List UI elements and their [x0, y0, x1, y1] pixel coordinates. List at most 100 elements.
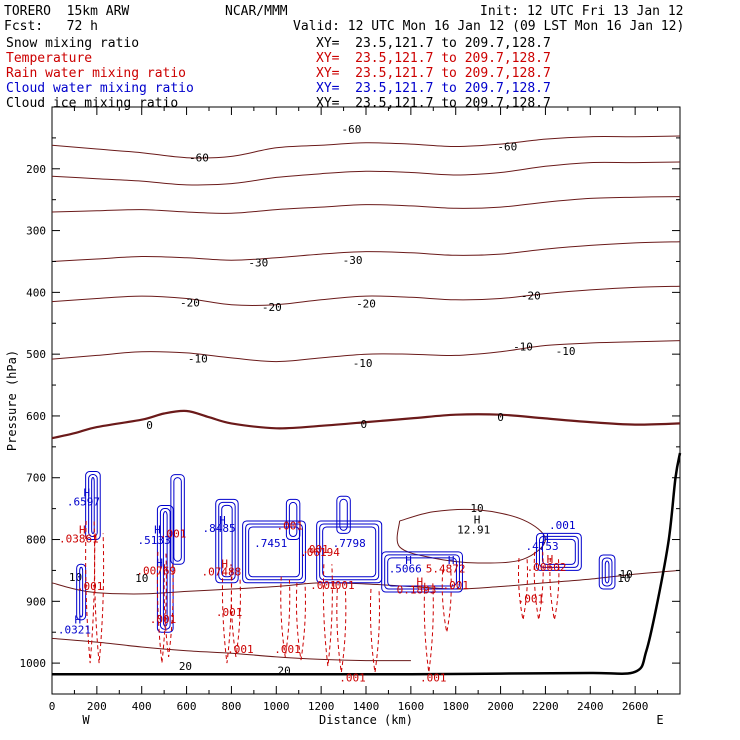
temperature-contour-label: -20	[521, 289, 541, 302]
cloud-water-contour	[88, 474, 98, 538]
cloud-water-contour	[221, 504, 233, 578]
cloud-water-contour	[598, 554, 616, 590]
temperature-contour-label: 0	[360, 418, 367, 431]
x-tick-label: 800	[221, 700, 241, 713]
rain-water-contour	[295, 582, 306, 661]
temperature-contour-label: -60	[497, 141, 517, 154]
field-extremum-label: .001	[77, 580, 104, 593]
temperature-contour-label: -20	[180, 296, 200, 309]
y-tick-label: 200	[26, 163, 46, 176]
field-extremum-label: H	[542, 532, 549, 545]
east-label: E	[656, 713, 663, 727]
temperature-contour-label: -10	[513, 341, 533, 354]
cloud-water-contour	[319, 523, 380, 581]
cloud-water-contour	[541, 538, 576, 565]
rain-water-contour	[163, 564, 174, 657]
field-extremum-label: .001	[328, 579, 355, 592]
valid-time: Valid: 12 UTC Mon 16 Jan 12 (09 LST Mon …	[293, 19, 685, 34]
temperature-contour--50	[51, 161, 681, 186]
cloud-water-contour	[248, 526, 300, 578]
cloud-water-contour	[322, 526, 377, 578]
y-tick-label: 600	[26, 410, 46, 423]
field-extremum-label: H	[474, 513, 481, 526]
temperature-contour-0	[51, 409, 681, 440]
field-extremum-label: .8485	[203, 522, 236, 535]
field-extremum-label: .001	[549, 519, 576, 532]
legend-field-xy: XY= 23.5,121.7 to 209.7,128.7	[316, 81, 551, 96]
temperature-warm-pocket-contour	[396, 508, 546, 564]
temperature-contour--60	[51, 135, 681, 159]
center-title: NCAR/MMM	[225, 4, 288, 19]
x-tick-label: 2200	[532, 700, 559, 713]
y-tick-label: 900	[26, 595, 46, 608]
init-time: Init: 12 UTC Fri 13 Jan 12	[480, 4, 684, 19]
cloud-water-contour	[285, 498, 301, 541]
cloud-water-contour	[242, 520, 306, 584]
temperature-contour-label: 10	[69, 571, 82, 584]
field-extremum-label: 12.91	[457, 523, 490, 536]
cloud-water-contour	[336, 495, 351, 534]
temperature-contour-label: 10	[135, 572, 148, 585]
field-extremum-label: H	[83, 486, 90, 499]
cloud-water-contour	[316, 520, 383, 584]
x-tick-label: 1800	[442, 700, 469, 713]
field-extremum-label: .001	[518, 593, 545, 606]
field-extremum-label: .6597	[67, 496, 100, 509]
field-extremum-label: .001	[339, 672, 366, 685]
legend-field-name: Snow mixing ratio	[6, 36, 140, 51]
field-extremum-label: H	[74, 614, 81, 627]
temperature-contour-label: -10	[556, 345, 576, 358]
field-extremum-label: H	[219, 514, 226, 527]
field-extremum-label: H	[221, 557, 228, 570]
field-extremum-label: .00769	[136, 565, 176, 578]
rain-water-contour	[549, 558, 560, 620]
forecast-hour: Fcst: 72 h	[4, 19, 98, 34]
field-extremum-label: .001	[160, 528, 187, 541]
temperature-contour--10	[51, 340, 681, 363]
field-extremum-label: H	[448, 554, 455, 567]
plot-frame	[51, 106, 681, 695]
x-tick-label: 1600	[398, 700, 425, 713]
rain-water-contour	[230, 576, 241, 657]
cloud-water-contour	[170, 474, 185, 565]
y-tick-label: 700	[26, 472, 46, 485]
x-tick-label: 0	[49, 700, 56, 713]
field-extremum-label: .001	[216, 606, 243, 619]
x-tick-label: 400	[132, 700, 152, 713]
field-extremum-label: .06194	[300, 546, 340, 559]
y-axis-label: Pressure (hPa)	[5, 350, 19, 451]
temperature-contour-label: -30	[248, 257, 268, 270]
field-extremum-label: .7451	[254, 537, 287, 550]
field-extremum-label: H	[547, 553, 554, 566]
cloud-water-contour	[381, 551, 463, 593]
field-extremum-label: .5133	[137, 534, 170, 547]
field-extremum-label: .001	[420, 672, 447, 685]
rain-water-contour	[94, 533, 105, 664]
temperature-contour-label: -10	[353, 357, 373, 370]
rain-water-contour	[336, 588, 347, 673]
field-extremum-label: .0321	[58, 623, 91, 636]
field-extremum-label: H	[154, 523, 161, 536]
legend-field-name: Rain water mixing ratio	[6, 66, 187, 81]
cloud-water-contour	[604, 560, 610, 584]
rain-water-contour	[369, 588, 380, 673]
y-tick-label: 300	[26, 225, 46, 238]
temperature-contour-label: -60	[341, 123, 361, 136]
x-tick-label: 1400	[353, 700, 380, 713]
legend-field-xy: XY= 23.5,121.7 to 209.7,128.7	[316, 51, 551, 66]
temperature-contour-label: -10	[188, 352, 208, 365]
field-extremum-label: .5066	[389, 562, 422, 575]
y-tick-label: 1000	[20, 657, 47, 670]
x-tick-label: 1000	[263, 700, 290, 713]
temperature-contour-label: 0	[497, 411, 504, 424]
x-tick-label: 2000	[487, 700, 514, 713]
temperature-contour-label: -20	[356, 297, 376, 310]
x-tick-label: 2400	[577, 700, 604, 713]
temperature-contour-label: 20	[278, 665, 291, 678]
cloud-water-contour	[288, 501, 298, 538]
field-extremum-label: .001	[150, 613, 177, 626]
field-extremum-label: .7798	[333, 537, 366, 550]
field-extremum-label: .001	[274, 643, 301, 656]
cloud-water-contour	[173, 477, 182, 562]
